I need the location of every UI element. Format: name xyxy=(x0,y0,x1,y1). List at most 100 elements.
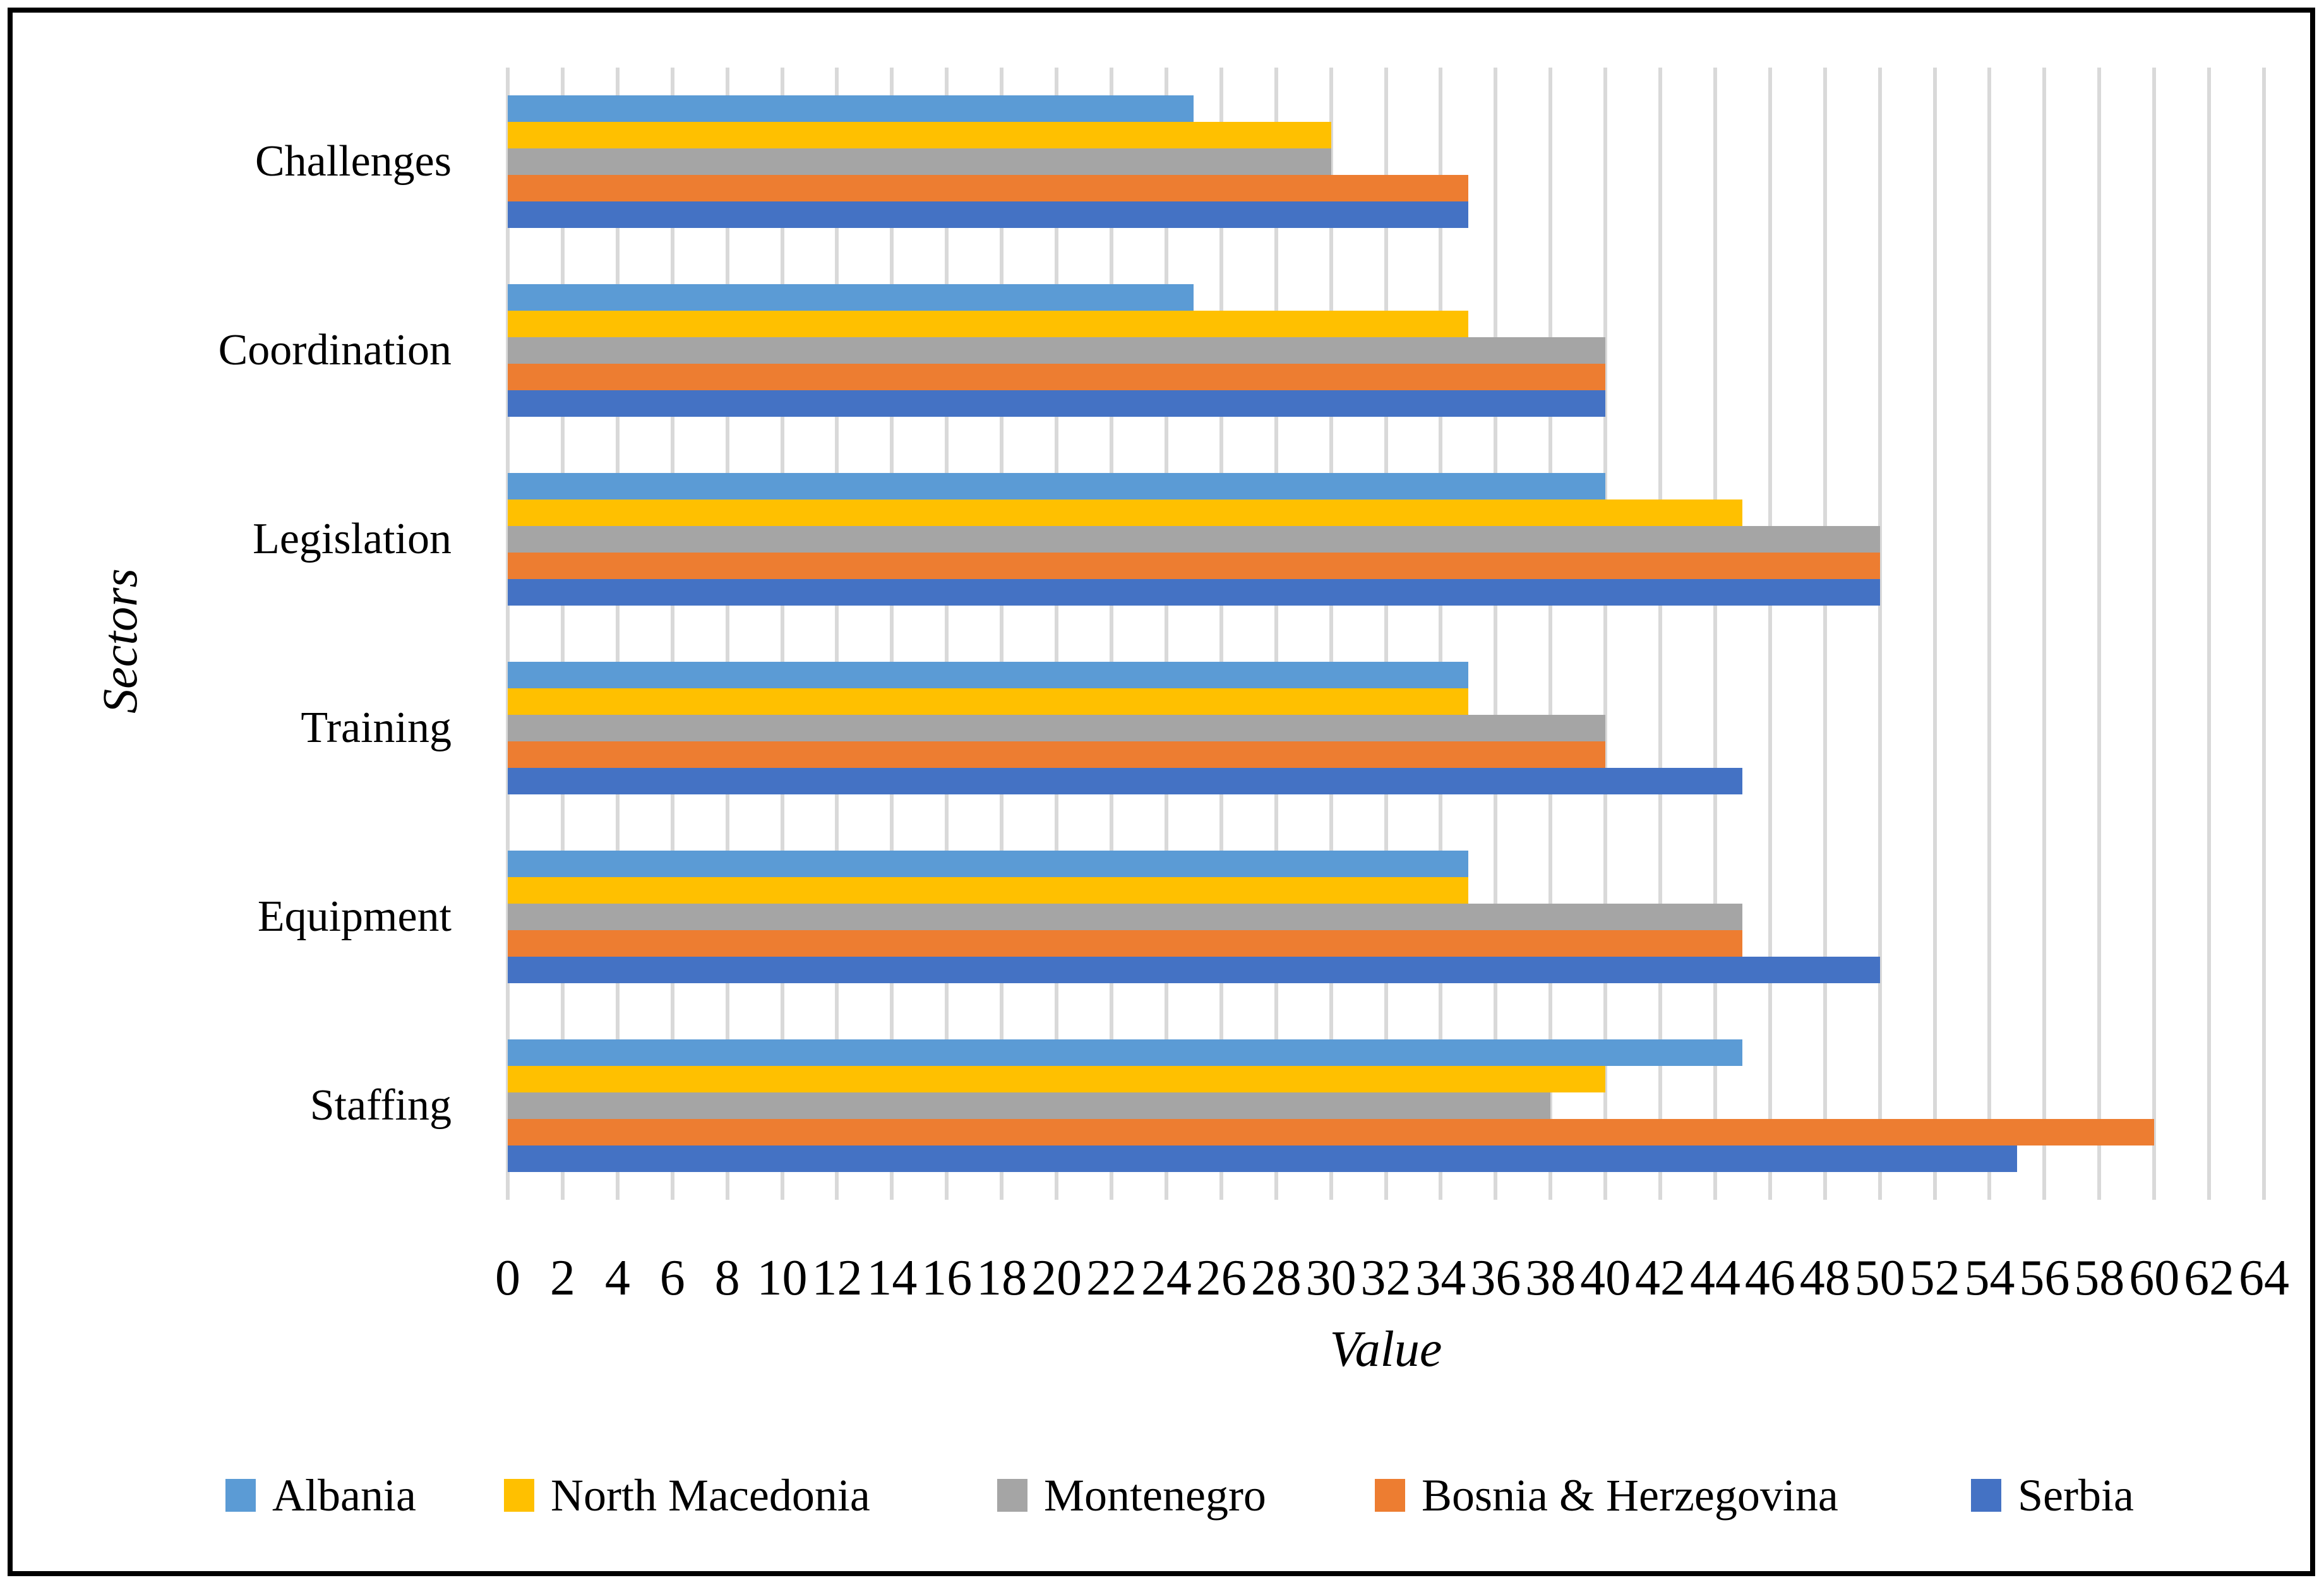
gridline-12 xyxy=(835,68,839,1200)
x-tick-label-54: 54 xyxy=(1964,1250,2015,1306)
gridline-38 xyxy=(1548,68,1553,1200)
gridline-20 xyxy=(1055,68,1059,1200)
x-tick-label-60: 60 xyxy=(2129,1250,2180,1306)
x-tick-label-38: 38 xyxy=(1525,1250,1576,1306)
gridline-10 xyxy=(780,68,784,1200)
gridline-2 xyxy=(560,68,565,1200)
x-axis-tick-labels: 0 2 4 6 8 10 12 14 16 18 20 22 24 26 28 30 32 34 36 38 40 42 4… xyxy=(495,1245,2289,1315)
gridline-0 xyxy=(506,68,510,1200)
x-tick-label-48: 48 xyxy=(1799,1250,1850,1306)
bar-serbia-legislation xyxy=(508,579,1880,606)
bar-montenegro-staffing xyxy=(508,1092,1551,1119)
x-tick-label-32: 32 xyxy=(1360,1250,1411,1306)
legend-item-serbia: Serbia xyxy=(1971,1470,2134,1521)
category-label-training: Training xyxy=(301,703,452,752)
legend: Albania North Macedonia Montenegro Bosnia &… xyxy=(0,1470,2324,1527)
x-axis-title: Value xyxy=(1329,1322,1442,1377)
bar-montenegro-equipment xyxy=(508,903,1743,930)
category-label-coordination: Coordination xyxy=(218,326,452,375)
x-tick-label-0: 0 xyxy=(495,1250,520,1306)
gridline-26 xyxy=(1219,68,1223,1200)
legend-item-albania: Albania xyxy=(225,1470,416,1521)
x-tick-label-42: 42 xyxy=(1635,1250,1686,1306)
x-tick-label-10: 10 xyxy=(757,1250,808,1306)
x-tick-label-58: 58 xyxy=(2074,1250,2125,1306)
legend-label-serbia: Serbia xyxy=(2018,1469,2134,1521)
bar-bosnia-herzegovina-equipment xyxy=(508,930,1743,957)
gridline-40 xyxy=(1603,68,1608,1200)
bar-albania-staffing xyxy=(508,1039,1743,1066)
gridline-8 xyxy=(725,68,729,1200)
gridline-60 xyxy=(2152,68,2157,1200)
gridline-34 xyxy=(1439,68,1443,1200)
x-tick-label-24: 24 xyxy=(1141,1250,1192,1306)
x-tick-label-64: 64 xyxy=(2239,1250,2289,1306)
gridline-44 xyxy=(1713,68,1717,1200)
bar-bosnia-herzegovina-challenges xyxy=(508,175,1468,202)
bar-north-macedonia-challenges xyxy=(508,122,1331,149)
category-label-legislation: Legislation xyxy=(253,515,452,564)
bar-north-macedonia-training xyxy=(508,688,1468,715)
x-tick-label-2: 2 xyxy=(549,1250,575,1306)
x-tick-label-56: 56 xyxy=(2019,1250,2070,1306)
legend-label-bosnia-herzegovina: Bosnia & Herzegovina xyxy=(1422,1469,1838,1521)
gridline-54 xyxy=(1987,68,1992,1200)
gridline-30 xyxy=(1329,68,1333,1200)
x-tick-label-34: 34 xyxy=(1415,1250,1466,1306)
legend-label-albania: Albania xyxy=(272,1469,416,1521)
bar-montenegro-challenges xyxy=(508,148,1331,176)
x-tick-label-44: 44 xyxy=(1689,1250,1740,1306)
legend-swatch-albania xyxy=(225,1479,256,1512)
x-tick-label-8: 8 xyxy=(714,1250,740,1306)
x-tick-label-16: 16 xyxy=(921,1250,973,1306)
gridline-18 xyxy=(1000,68,1004,1200)
x-tick-label-4: 4 xyxy=(604,1250,630,1306)
gridline-42 xyxy=(1658,68,1663,1200)
gridline-6 xyxy=(670,68,674,1200)
bar-group-challenges xyxy=(508,68,2264,256)
bar-montenegro-training xyxy=(508,714,1606,741)
gridline-28 xyxy=(1274,68,1278,1200)
x-tick-label-12: 12 xyxy=(812,1250,863,1306)
x-tick-label-14: 14 xyxy=(866,1250,918,1306)
legend-swatch-bosnia-herzegovina xyxy=(1375,1479,1405,1512)
legend-label-montenegro: Montenegro xyxy=(1044,1469,1266,1521)
bar-albania-coordination xyxy=(508,284,1194,311)
gridline-52 xyxy=(1932,68,1937,1200)
bar-albania-legislation xyxy=(508,473,1606,500)
gridline-14 xyxy=(890,68,894,1200)
bar-albania-equipment xyxy=(508,850,1468,877)
bar-montenegro-legislation xyxy=(508,526,1880,553)
x-tick-label-20: 20 xyxy=(1031,1250,1082,1306)
bar-north-macedonia-coordination xyxy=(508,311,1468,338)
category-label-staffing: Staffing xyxy=(309,1080,452,1130)
bar-montenegro-coordination xyxy=(508,337,1606,364)
gridline-62 xyxy=(2207,68,2212,1200)
bar-group-coordination xyxy=(508,256,2264,445)
gridline-36 xyxy=(1494,68,1498,1200)
bar-serbia-staffing xyxy=(508,1145,2017,1172)
gridline-64 xyxy=(2262,68,2266,1200)
x-tick-label-28: 28 xyxy=(1250,1250,1302,1306)
gridline-48 xyxy=(1823,68,1827,1200)
bar-north-macedonia-staffing xyxy=(508,1065,1606,1092)
x-tick-label-50: 50 xyxy=(1854,1250,1905,1306)
bar-groups xyxy=(508,68,2264,1200)
bar-albania-challenges xyxy=(508,95,1194,123)
gridline-22 xyxy=(1109,68,1113,1200)
x-tick-label-6: 6 xyxy=(659,1250,685,1306)
category-label-challenges: Challenges xyxy=(255,137,452,186)
plot-area xyxy=(506,68,2266,1200)
bar-serbia-challenges xyxy=(508,201,1468,229)
bar-albania-training xyxy=(508,661,1468,688)
bar-bosnia-herzegovina-legislation xyxy=(508,553,1880,580)
x-tick-label-30: 30 xyxy=(1305,1250,1357,1306)
gridline-24 xyxy=(1164,68,1168,1200)
x-tick-label-52: 52 xyxy=(1909,1250,1960,1306)
bar-bosnia-herzegovina-training xyxy=(508,741,1606,768)
gridline-32 xyxy=(1384,68,1388,1200)
x-tick-label-62: 62 xyxy=(2184,1250,2235,1306)
legend-swatch-serbia xyxy=(1971,1479,2001,1512)
bar-group-equipment xyxy=(508,822,2264,1011)
